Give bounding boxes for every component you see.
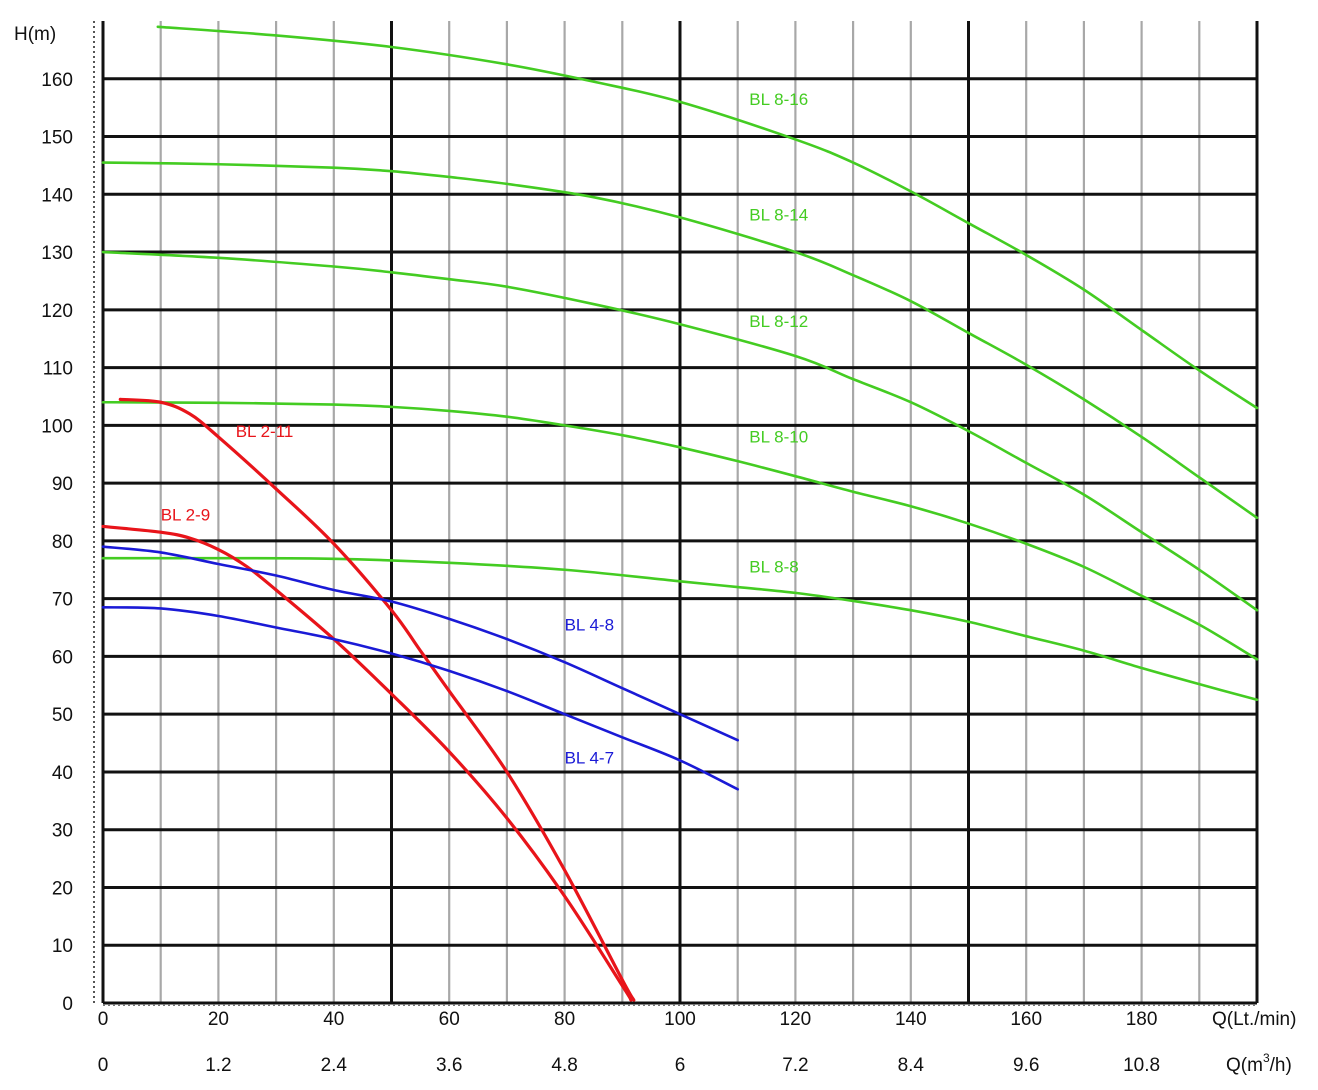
y-tick-label: 120 xyxy=(41,301,73,322)
x-secondary-tick-label: 1.2 xyxy=(205,1055,231,1076)
x-tick-label: 0 xyxy=(98,1009,109,1030)
y-tick-label: 60 xyxy=(52,647,73,668)
series-group xyxy=(101,25,1259,1002)
x-tick-label: 80 xyxy=(554,1009,575,1030)
series-label-bl-8-14: BL 8-14 xyxy=(749,205,808,224)
y-tick-label: 150 xyxy=(41,128,73,149)
series-line-bl-8-16 xyxy=(156,25,1259,410)
series-line-bl-8-12 xyxy=(101,250,1259,612)
y-tick-label: 40 xyxy=(52,763,73,784)
y-tick-label: 110 xyxy=(43,359,73,380)
series-label-bl-8-12: BL 8-12 xyxy=(749,312,808,331)
y-tick-label: 20 xyxy=(52,878,73,899)
series-line-bl-8-8 xyxy=(101,556,1259,702)
series-labels: BL 8-16 BL 8-14 BL 8-12 BL 8-10 BL 8-8 BL 2-1… xyxy=(161,90,808,768)
x-axis-title: Q(Lt./min) xyxy=(1212,1009,1296,1030)
x-secondary-tick-label: 6 xyxy=(675,1055,686,1076)
series-line-bl-8-10 xyxy=(101,400,1259,661)
x-axis-secondary-title: Q(m3/h) xyxy=(1226,1051,1292,1076)
series-label-bl-4-8: BL 4-8 xyxy=(565,615,614,634)
series-line-bl-2-9 xyxy=(101,524,633,1002)
x-tick-label: 120 xyxy=(780,1009,812,1030)
y-tick-label: 140 xyxy=(41,185,73,206)
series-line-bl-4-7 xyxy=(101,606,739,791)
y-axis-title: H(m) xyxy=(14,24,56,45)
y-tick-label: 80 xyxy=(52,532,73,553)
series-line-bl-2-11 xyxy=(118,397,636,1002)
series-label-bl-8-8: BL 8-8 xyxy=(749,558,798,577)
series-label-bl-8-16: BL 8-16 xyxy=(749,90,808,109)
y-tick-label: 0 xyxy=(62,994,73,1015)
y-tick-label: 50 xyxy=(52,705,73,726)
y-tick-label: 130 xyxy=(41,243,73,264)
x-tick-label: 100 xyxy=(664,1009,696,1030)
x-secondary-tick-label: 7.2 xyxy=(782,1055,808,1076)
y-tick-label: 30 xyxy=(52,821,73,842)
series-label-bl-2-9: BL 2-9 xyxy=(161,506,210,525)
y-tick-label: 160 xyxy=(41,70,73,91)
x-tick-label: 180 xyxy=(1126,1009,1158,1030)
grid xyxy=(101,21,1259,1003)
series-line-bl-8-14 xyxy=(101,161,1259,520)
series-label-bl-4-7: BL 4-7 xyxy=(565,748,614,767)
x-secondary-tick-label: 3.6 xyxy=(436,1055,462,1076)
x-tick-label: 160 xyxy=(1010,1009,1042,1030)
x-axis-ticks: 0 20 40 60 80 100 120 140 160 180 xyxy=(98,1009,1158,1030)
y-tick-label: 100 xyxy=(41,416,73,437)
x-tick-label: 140 xyxy=(895,1009,927,1030)
plot-frame xyxy=(93,21,1257,1006)
x-secondary-tick-label: 2.4 xyxy=(321,1055,348,1076)
x-secondary-tick-label: 8.4 xyxy=(898,1055,925,1076)
x-tick-label: 20 xyxy=(208,1009,229,1030)
x-axis-secondary-ticks: 0 1.2 2.4 3.6 4.8 6 7.2 8.4 9.6 10.8 xyxy=(98,1055,1160,1076)
x-tick-label: 40 xyxy=(323,1009,344,1030)
x-secondary-tick-label: 9.6 xyxy=(1013,1055,1039,1076)
x-secondary-tick-label: 0 xyxy=(98,1055,109,1076)
x-tick-label: 60 xyxy=(439,1009,460,1030)
y-tick-label: 70 xyxy=(52,590,73,611)
x-secondary-tick-label: 4.8 xyxy=(551,1055,577,1076)
x-secondary-tick-label: 10.8 xyxy=(1123,1055,1160,1076)
series-label-bl-2-11: BL 2-11 xyxy=(236,422,294,441)
y-tick-label: 90 xyxy=(52,474,73,495)
series-line-bl-4-8 xyxy=(101,545,739,742)
y-tick-label: 10 xyxy=(52,936,73,957)
y-axis-ticks: 0 10 20 30 40 50 60 70 80 90 100 110 120 130 140 150 160 xyxy=(41,70,73,1015)
series-label-bl-8-10: BL 8-10 xyxy=(749,428,808,447)
